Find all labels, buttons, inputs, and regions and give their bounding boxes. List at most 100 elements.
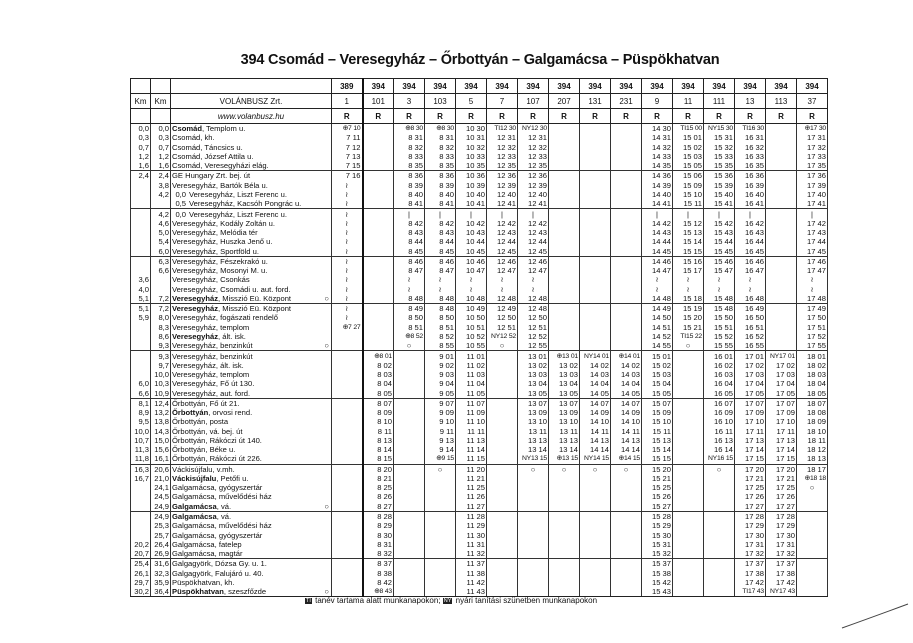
departure-time: 12 31 [486,133,518,143]
km-line-b: 7,2 [150,303,171,314]
km-line-b: 8,6 [150,331,171,342]
departure-time: 15 32 [703,142,735,152]
departure-time: 13 09 [517,407,549,418]
departure-time: 9 10 [424,417,456,427]
km-line-a: 10,7 [130,435,151,446]
departure-time: 15 15 [641,454,673,465]
departure-time [393,539,425,549]
pass-through-mark: ≀ [486,284,518,294]
departure-time: 17 27 [765,501,797,512]
departure-time: 15 44 [703,237,735,247]
departure-time: 17 43 [796,227,828,238]
pass-through-mark: | [672,208,704,219]
departure-time: 9 11 [424,426,456,436]
km-line-a: 8,9 [130,407,151,418]
km-line-a: 9,5 [130,417,151,427]
departure-time [486,483,518,493]
departure-time [393,548,425,559]
km-line-b: 8,0 [150,313,171,323]
departure-time: 10 47 [455,265,487,276]
pass-through-mark: | [424,208,456,219]
departure-time [486,397,518,408]
departure-time: 17 27 [734,501,766,512]
departure-time: 10 52 [455,331,487,342]
departure-time: 15 11 [672,199,704,209]
stop-town-bold: Galgamácsa [172,512,217,522]
departure-time [548,492,580,502]
departure-time: 17 31 [734,539,766,549]
departure-time [579,133,611,143]
stop-row: 25,3 Galgamácsa, művelődési ház 8 29 11 29 1… [130,521,828,531]
pass-through-mark: | [734,208,766,219]
departure-time: 8 42 [424,218,456,228]
departure-time: 14 04 [610,379,642,389]
departure-time: 8 30 [362,530,394,540]
stop-name-text: Veresegyház, templom [172,322,250,332]
departure-time [548,265,580,276]
departure-time: 8 05 [362,388,394,399]
departure-time [672,577,704,588]
departure-time [610,284,642,294]
departure-time [548,331,580,342]
departure-time [548,218,580,228]
stop-name: Őrbottyán, Béke u. [170,445,332,455]
stop-town-bold: Veresegyház [172,293,219,303]
departure-time: 15 55 [703,341,735,351]
stop-row: 25,7 Galgamácsa, gyógyszertár 8 30 11 30 15 … [130,530,828,540]
departure-time: 16 42 [734,218,766,228]
departure-time-accessible: ⊕8 01 [362,350,394,361]
departure-time: 10 30 [455,123,487,134]
departure-time [393,435,425,446]
stop-name-text: Veresegyház, aut. ford. [172,388,251,398]
departure-time [548,284,580,294]
departure-time [579,189,611,200]
departure-time: 17 04 [765,379,797,389]
departure-time [765,133,797,143]
departure-time: 8 07 [362,397,394,408]
departure-time: 12 33 [517,151,549,162]
km-line-b: 0,7 [150,142,171,152]
departure-time: 14 45 [641,246,673,257]
departure-time: 12 36 [517,170,549,181]
departure-time [579,161,611,171]
departure-time: 10 55 [455,341,487,351]
departure-time: 13 14 [548,445,580,455]
stop-row: 20,7 26,9 Galgamácsa, magtár 8 32 11 32 15 32… [130,548,828,559]
departure-time: 8 43 [393,227,425,238]
reservation-flag: R [424,108,456,124]
pass-through-mark: ≀ [796,275,828,285]
departure-time-accessible: ⊕8 30 [424,123,456,134]
stop-name: Őrbottyán, orvosi rend. [170,407,332,418]
departure-time: 12 42 [486,218,518,228]
stop-name-text: Veresegyház, Fő út 130. [172,379,255,389]
departure-time: 17 25 [734,483,766,493]
pass-through-mark: ≀ [331,227,364,238]
departure-time [486,369,518,380]
departure-time [610,501,642,512]
stop-name: Csomád, Táncsics u. [170,142,332,152]
km-line-b: 32,3 [150,568,171,578]
departure-time-accessible: ⊕14 01 [610,350,642,361]
departure-time: 7 12 [331,142,364,152]
trip-number: 5 [455,93,487,109]
departure-time [610,510,642,522]
departure-time: 11 10 [455,417,487,427]
stop-name: Galgamácsa, művelődési ház [170,492,332,502]
departure-time: 17 03 [765,369,797,380]
departure-time: 17 51 [796,322,828,332]
departure-time: 16 02 [703,360,735,370]
km-line-a: 0,3 [130,133,151,143]
departure-time: 14 11 [579,426,611,436]
stop-name: Veresegyház, templom [170,369,332,380]
stop-name-text: , Misszió Eü. Központ [218,304,292,314]
departure-time: 14 11 [610,426,642,436]
departure-time [672,521,704,531]
trip-number: 113 [765,93,797,109]
stop-name: Veresegyház, templom [170,322,332,332]
departure-time: 14 05 [579,388,611,399]
line-number: 394 [579,78,611,94]
departure-time [548,133,580,143]
departure-time [610,199,642,209]
pass-through-mark: ≀ [517,284,549,294]
departure-time: 8 44 [424,237,456,247]
